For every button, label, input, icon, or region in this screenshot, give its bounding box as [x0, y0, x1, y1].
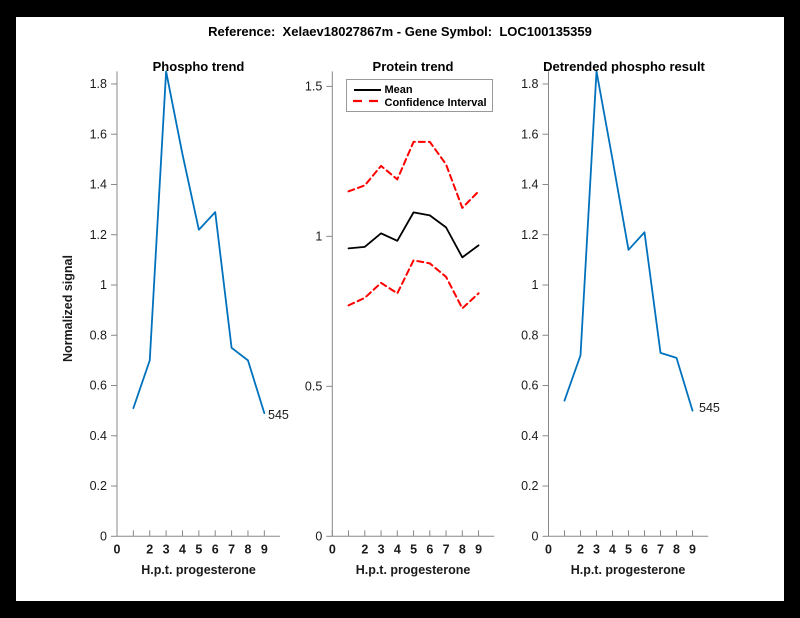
svg-text:5: 5	[410, 542, 417, 556]
svg-text:0.6: 0.6	[521, 379, 538, 393]
svg-text:1.8: 1.8	[90, 77, 107, 91]
svg-text:0.8: 0.8	[521, 328, 538, 342]
svg-text:0.2: 0.2	[521, 479, 538, 493]
svg-text:0: 0	[532, 530, 539, 544]
svg-text:8: 8	[244, 542, 251, 556]
svg-text:5: 5	[195, 542, 202, 556]
svg-text:7: 7	[657, 542, 664, 556]
svg-text:9: 9	[261, 542, 268, 556]
svg-text:0.6: 0.6	[90, 379, 107, 393]
svg-text:6: 6	[212, 542, 219, 556]
svg-text:0.4: 0.4	[90, 429, 107, 443]
svg-text:4: 4	[394, 542, 401, 556]
svg-text:2: 2	[361, 542, 368, 556]
svg-text:1: 1	[532, 278, 539, 292]
svg-text:0.4: 0.4	[521, 429, 538, 443]
svg-text:6: 6	[426, 542, 433, 556]
svg-text:0.2: 0.2	[90, 479, 107, 493]
svg-text:1.2: 1.2	[90, 228, 107, 242]
svg-text:1.8: 1.8	[521, 77, 538, 91]
svg-text:4: 4	[609, 542, 616, 556]
svg-text:1.6: 1.6	[521, 127, 538, 141]
svg-text:6: 6	[641, 542, 648, 556]
svg-text:0: 0	[114, 542, 121, 556]
svg-text:1: 1	[315, 230, 322, 244]
svg-text:2: 2	[146, 542, 153, 556]
svg-text:9: 9	[475, 542, 482, 556]
svg-text:7: 7	[443, 542, 450, 556]
svg-text:1.5: 1.5	[305, 80, 322, 94]
svg-text:1.4: 1.4	[90, 178, 107, 192]
svg-text:0.5: 0.5	[305, 380, 322, 394]
svg-text:3: 3	[378, 542, 385, 556]
svg-text:8: 8	[673, 542, 680, 556]
svg-text:2: 2	[577, 542, 584, 556]
svg-text:5: 5	[625, 542, 632, 556]
svg-text:3: 3	[163, 542, 170, 556]
svg-text:0: 0	[100, 530, 107, 544]
svg-text:0.8: 0.8	[90, 328, 107, 342]
svg-text:9: 9	[689, 542, 696, 556]
svg-text:0: 0	[545, 542, 552, 556]
svg-text:1.4: 1.4	[521, 178, 538, 192]
svg-text:0: 0	[329, 542, 336, 556]
svg-text:4: 4	[179, 542, 186, 556]
svg-text:1: 1	[100, 278, 107, 292]
svg-text:1.6: 1.6	[90, 127, 107, 141]
svg-text:0: 0	[315, 530, 322, 544]
svg-text:8: 8	[459, 542, 466, 556]
svg-text:7: 7	[228, 542, 235, 556]
svg-text:3: 3	[593, 542, 600, 556]
svg-text:1.2: 1.2	[521, 228, 538, 242]
